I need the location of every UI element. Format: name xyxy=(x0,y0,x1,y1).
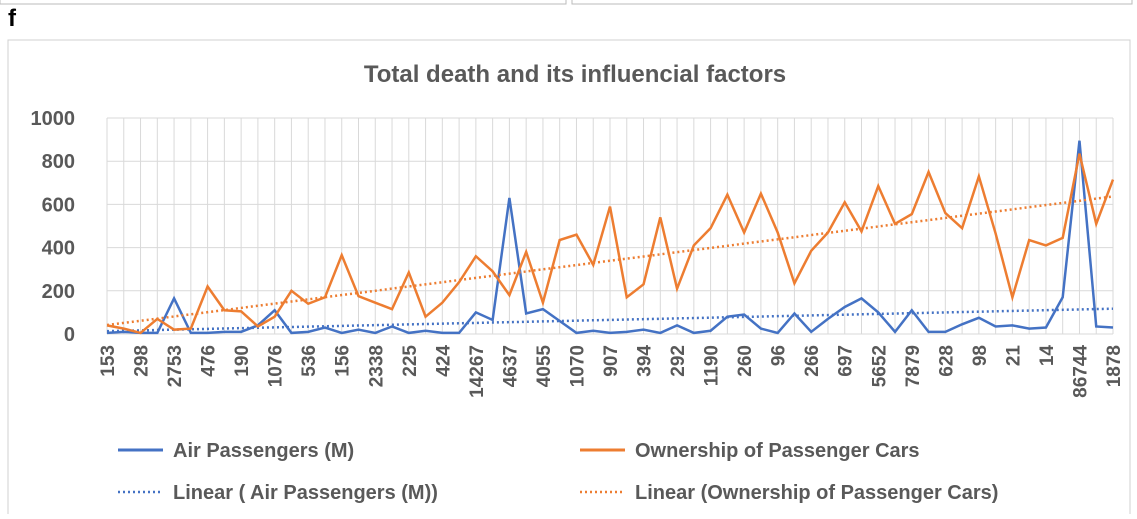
x-tick-label: 153 xyxy=(98,345,119,377)
x-tick-label: 697 xyxy=(836,345,857,377)
x-tick-label: 156 xyxy=(333,345,354,377)
x-tick-label: 292 xyxy=(668,345,689,377)
x-tick-label: 476 xyxy=(199,345,220,377)
x-tick-label: 86744 xyxy=(1070,345,1091,398)
chart-frame xyxy=(7,39,1131,519)
x-tick-label: 907 xyxy=(601,345,622,377)
x-tick-label: 7879 xyxy=(903,345,924,387)
x-tick-label: 4055 xyxy=(534,345,555,388)
trendline xyxy=(106,195,1114,327)
x-tick-label: 96 xyxy=(769,345,790,366)
y-tick-label: 400 xyxy=(42,238,75,260)
y-tick-label: 0 xyxy=(64,324,75,346)
legend-label: Linear (Ownership of Passenger Cars) xyxy=(635,482,998,504)
chart-title: Total death and its influencial factors xyxy=(364,61,786,88)
x-tick-label: 2753 xyxy=(165,345,186,387)
line-series xyxy=(106,140,1114,335)
x-tick-label: 190 xyxy=(232,345,253,377)
x-tick-label: 98 xyxy=(970,345,991,366)
x-tick-label: 424 xyxy=(433,345,454,377)
x-tick-label: 1878 xyxy=(1104,345,1125,387)
y-tick-label: 800 xyxy=(42,151,75,173)
x-tick-label: 628 xyxy=(936,345,957,377)
line-series xyxy=(106,153,1115,335)
x-tick-label: 266 xyxy=(802,345,823,377)
x-tick-label: 225 xyxy=(400,345,421,377)
x-tick-label: 298 xyxy=(132,345,153,377)
y-tick-label: 600 xyxy=(42,194,75,216)
x-tick-label: 394 xyxy=(635,345,656,377)
legend-label: Linear ( Air Passengers (M)) xyxy=(173,482,438,504)
y-tick-label: 200 xyxy=(42,281,75,303)
x-tick-label: 536 xyxy=(299,345,320,377)
x-tick-label: 4637 xyxy=(500,345,521,387)
x-tick-label: 14 xyxy=(1037,345,1058,367)
legend-label: Air Passengers (M) xyxy=(173,440,354,462)
x-tick-label: 1070 xyxy=(567,345,588,387)
x-tick-label: 1190 xyxy=(702,345,723,386)
frame xyxy=(0,0,567,5)
x-tick-label: 1076 xyxy=(266,345,287,387)
y-tick-label: 1000 xyxy=(31,108,76,130)
x-tick-label: 5652 xyxy=(869,345,890,387)
frame xyxy=(571,0,1133,5)
x-tick-label: 21 xyxy=(1003,345,1024,367)
panel-label: f xyxy=(8,5,17,32)
x-tick-label: 260 xyxy=(735,345,756,377)
x-tick-label: 14267 xyxy=(467,345,488,398)
legend-label: Ownership of Passenger Cars xyxy=(635,440,920,462)
x-tick-label: 2338 xyxy=(366,345,387,387)
